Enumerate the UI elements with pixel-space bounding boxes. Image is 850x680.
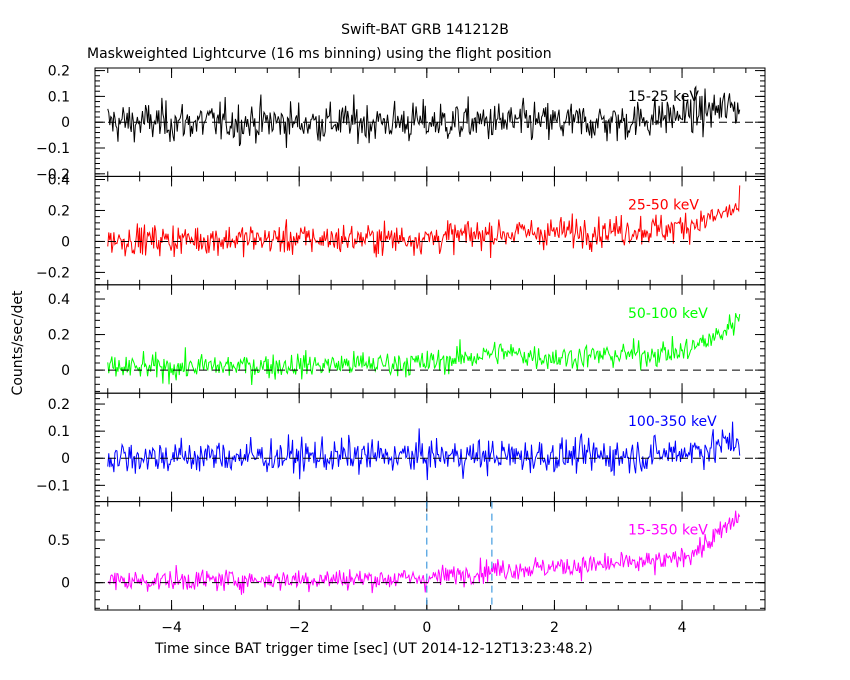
ytick-label: 0.1 bbox=[48, 424, 70, 440]
panel-1: −0.2 −0.1 0 0.1 0.2 15-25 keV bbox=[36, 64, 766, 183]
series-line-5 bbox=[107, 510, 741, 595]
xtick-label: −2 bbox=[289, 620, 310, 636]
panel-frame-3 bbox=[94, 284, 766, 394]
panel-frame-4 bbox=[94, 392, 766, 503]
series-line-3 bbox=[107, 312, 741, 385]
chart-subtitle: Maskweighted Lightcurve (16 ms binning) … bbox=[87, 46, 552, 62]
ytick-label: −0.2 bbox=[36, 167, 70, 183]
ytick-label: −0.2 bbox=[36, 265, 70, 281]
y-axis-label: Counts/sec/det bbox=[10, 290, 26, 396]
ytick-label: 0.1 bbox=[48, 89, 70, 105]
ytick-label: −0.1 bbox=[36, 141, 70, 157]
series-line-4 bbox=[107, 421, 741, 481]
ytick-label: 0.2 bbox=[48, 397, 70, 413]
series-line-1 bbox=[107, 85, 741, 148]
ytick-label: 0.2 bbox=[48, 203, 70, 219]
series-label-3: 50-100 keV bbox=[628, 306, 708, 322]
ytick-label: 0 bbox=[61, 451, 70, 467]
x-axis-label: Time since BAT trigger time [sec] (UT 20… bbox=[155, 641, 593, 657]
panel-4: −0.1 0 0.1 0.2 100-350 keV bbox=[36, 392, 766, 503]
ytick-label: 0.5 bbox=[48, 533, 70, 549]
ytick-label: 0 bbox=[61, 115, 70, 131]
series-label-5: 15-350 keV bbox=[628, 523, 708, 539]
ytick-label: 0 bbox=[61, 234, 70, 250]
xtick-label: 2 bbox=[550, 620, 559, 636]
ytick-label: 0.4 bbox=[48, 172, 70, 188]
ytick-label: 0 bbox=[61, 576, 70, 592]
panel-3: 0 0.2 0.4 50-100 keV bbox=[48, 284, 766, 394]
panel-2: −0.2 0 0.2 0.4 25-50 keV bbox=[36, 172, 766, 286]
series-label-2: 25-50 keV bbox=[628, 197, 699, 213]
ytick-label: 0.2 bbox=[48, 64, 70, 80]
series-label-4: 100-350 keV bbox=[628, 414, 717, 430]
ytick-label: −0.1 bbox=[36, 478, 70, 494]
ytick-label: 0 bbox=[61, 363, 70, 379]
panel-frame-5 bbox=[94, 501, 766, 611]
xtick-label: 0 bbox=[422, 620, 431, 636]
ytick-label: 0.4 bbox=[48, 292, 70, 308]
xtick-label: −4 bbox=[161, 620, 182, 636]
chart-title: Swift-BAT GRB 141212B bbox=[341, 22, 509, 38]
series-line-2 bbox=[107, 185, 741, 258]
xtick-label: 4 bbox=[678, 620, 687, 636]
series-label-1: 15-25 keV bbox=[628, 89, 699, 105]
panel-5: 0 0.5 15-350 keV bbox=[48, 501, 766, 611]
ytick-label: 0.2 bbox=[48, 328, 70, 344]
